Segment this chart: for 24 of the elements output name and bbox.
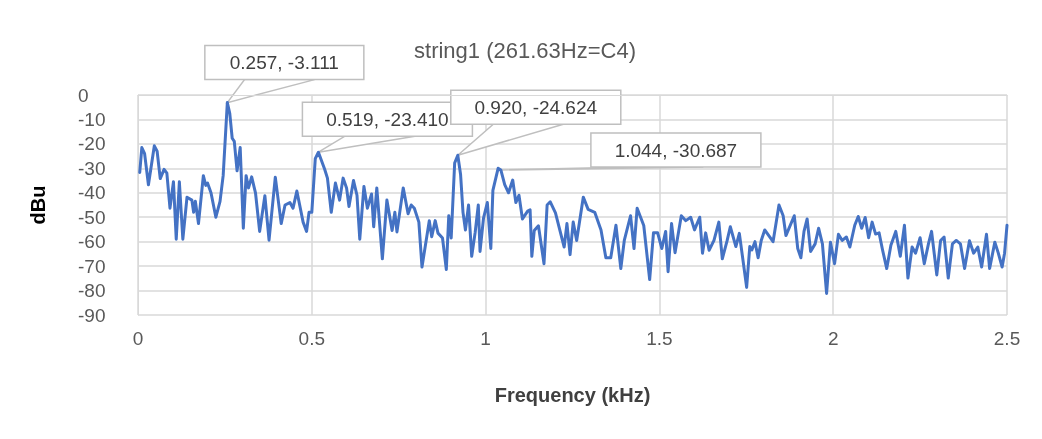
x-tick-label: 1 xyxy=(480,328,491,349)
y-tick-label: -90 xyxy=(78,304,106,326)
y-tick-label: -40 xyxy=(78,182,106,204)
y-tick-label: -30 xyxy=(78,157,106,179)
x-tick-label: 2.5 xyxy=(993,328,1021,349)
y-tick-label: -70 xyxy=(78,255,106,277)
annotation: 0.257, -3.111 xyxy=(229,52,339,74)
y-tick-label: -10 xyxy=(78,108,106,130)
line-series xyxy=(138,101,1009,295)
y-tick-label: -20 xyxy=(78,133,106,155)
y-axis-title: dBu xyxy=(27,185,49,225)
y-tick-label: -50 xyxy=(78,206,106,228)
y-tick-label: 0 xyxy=(78,84,89,106)
annotation: 1.044, -30.687 xyxy=(614,139,738,161)
y-tick-label: -80 xyxy=(78,280,106,302)
x-tick-label: 2 xyxy=(827,328,839,349)
chart-title: string1 (261.63Hz=C4) xyxy=(414,37,636,63)
y-tick-label: -60 xyxy=(78,231,106,253)
annotation: 0.519, -23.410 xyxy=(326,108,449,130)
x-tick-label: 0.5 xyxy=(298,328,326,349)
x-tick-label: 1.5 xyxy=(646,328,673,349)
x-axis-title: Frequency (kHz) xyxy=(494,384,651,406)
x-tick-label: 0 xyxy=(132,328,144,349)
annotation: 0.920, -24.624 xyxy=(474,96,598,118)
